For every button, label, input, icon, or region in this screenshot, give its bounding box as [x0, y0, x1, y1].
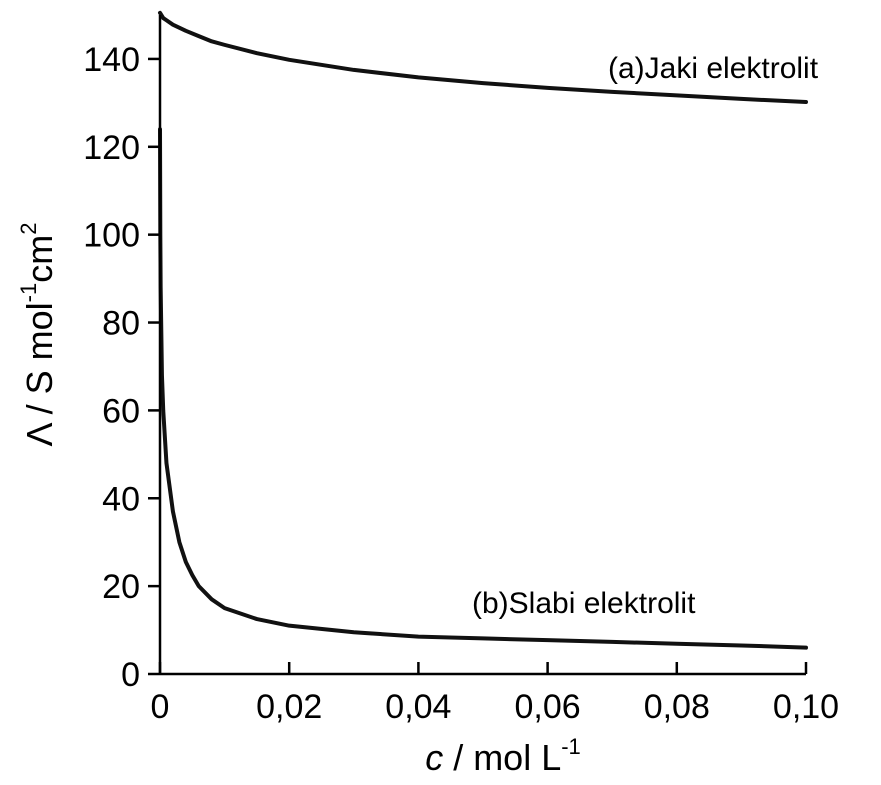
y-axis-label-exponent-1: -1	[16, 283, 41, 303]
series-label-a: (a)Jaki elektrolit	[608, 52, 819, 85]
x-tick-label: 0,08	[644, 688, 710, 726]
series-layer	[158, 10, 808, 650]
x-tick-label: 0,02	[256, 688, 322, 726]
y-tick-label: 0	[121, 656, 140, 694]
x-axis-label: c / mol L-1	[425, 734, 581, 778]
axes	[158, 15, 806, 676]
y-tick-label: 40	[102, 480, 140, 518]
y-axis-label-quantity: Λ / S mol	[19, 302, 60, 446]
series-label-b: (b)Slabi elektrolit	[472, 587, 696, 620]
ticks: 0 0,02 0,04 0,06 0,08 0,10 0 20 40 60 80 100 120 140	[83, 41, 839, 726]
y-tick-label: 80	[102, 305, 140, 343]
y-tick-label: 60	[102, 392, 140, 430]
y-tick-label: 140	[83, 41, 140, 79]
y-tick-label: 20	[102, 568, 140, 606]
x-tick-label: 0,04	[385, 688, 451, 726]
series-line-a	[158, 10, 808, 104]
x-tick-label: 0,06	[515, 688, 581, 726]
x-axis-label-exponent: -1	[561, 734, 581, 759]
x-tick-label: 0	[151, 688, 170, 726]
x-axis-label-variable: c	[425, 737, 443, 778]
series-line-b	[158, 127, 808, 650]
x-tick-label: 0,10	[773, 688, 839, 726]
y-tick-label: 100	[83, 217, 140, 255]
x-axis-label-unit: / mol L	[443, 737, 561, 778]
y-axis-label-exponent-2: 2	[16, 223, 41, 235]
y-tick-label: 120	[83, 129, 140, 167]
y-axis-label: Λ / S mol-1cm2	[16, 223, 60, 447]
y-axis-label-unit: cm	[19, 235, 60, 283]
